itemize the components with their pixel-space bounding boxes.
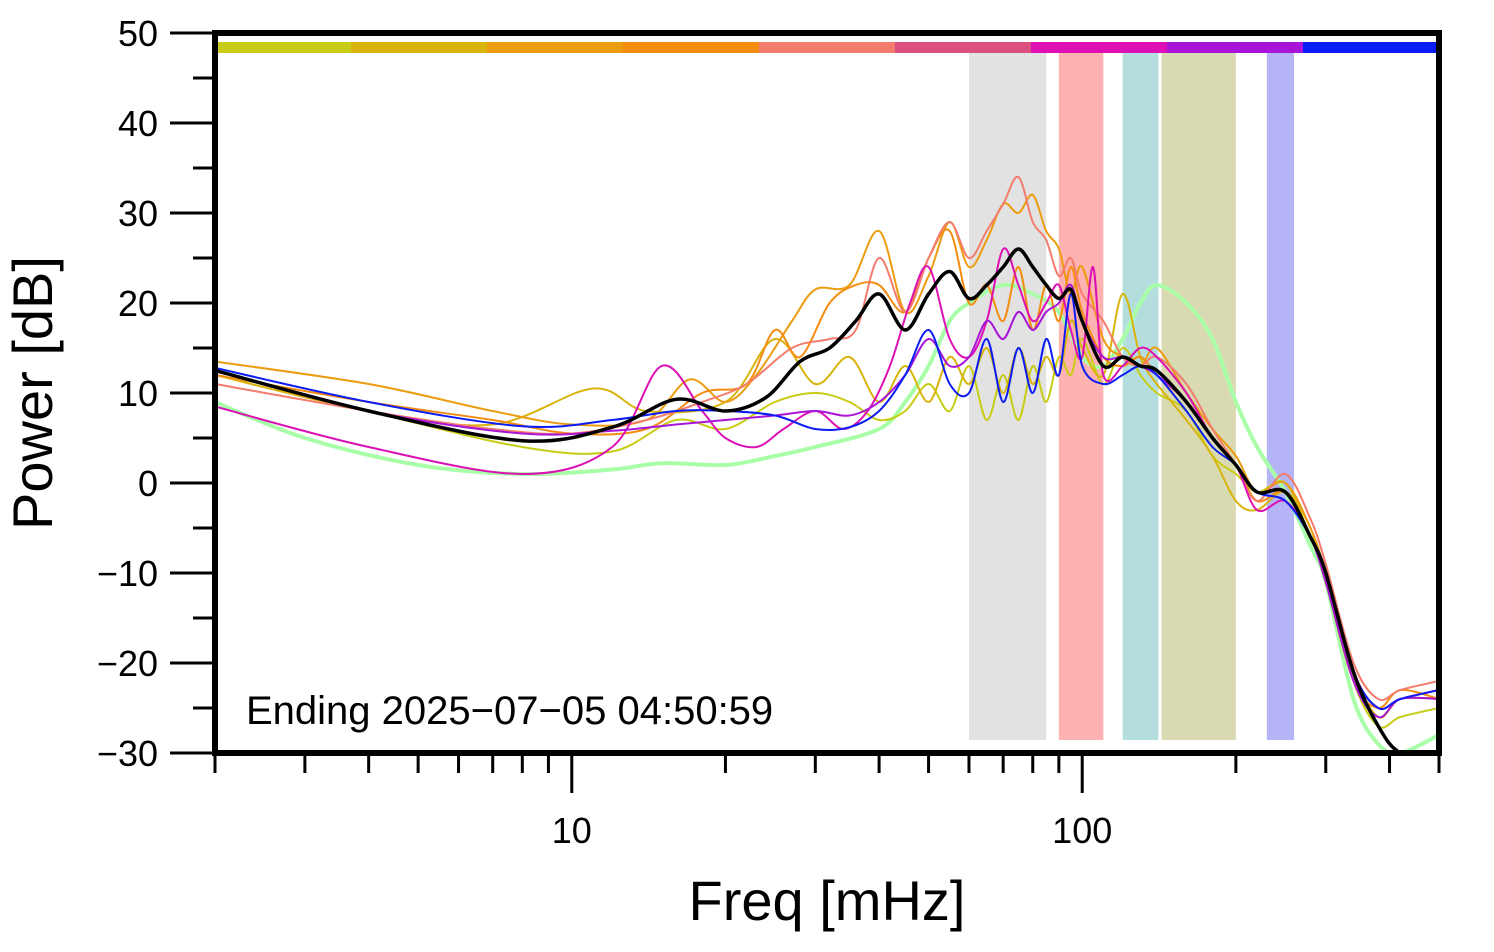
band-3 [1161,53,1236,740]
band-0 [968,53,1047,740]
color-bar-segment-0 [215,42,352,53]
color-bar-segment-5 [895,42,1032,53]
x-tick-label: 100 [1052,810,1112,851]
x-axis: 10 100 [213,753,1441,851]
band-1 [1058,53,1104,740]
y-tick-label: −20 [97,643,158,684]
y-tick-label: −30 [97,733,158,774]
series-lines [215,175,1439,753]
y-axis-title: Power [dB] [1,256,64,530]
color-bar-segment-6 [1031,42,1168,53]
color-bar-segment-7 [1167,42,1304,53]
color-bar-segment-1 [351,42,488,53]
band-4 [1266,53,1295,740]
y-tick-label: 10 [118,373,158,414]
series-line-6 [215,247,1439,711]
y-tick-label: 20 [118,283,158,324]
series-line-9 [215,247,1405,753]
x-tick-label: 10 [552,810,592,851]
y-tick-label: −10 [97,553,158,594]
series-line-0 [215,282,1439,753]
color-bar-segment-4 [759,42,896,53]
y-tick-label: 30 [118,193,158,234]
y-tick-label: 40 [118,103,158,144]
y-tick-label: 50 [118,13,158,54]
y-tick-label: 0 [138,463,158,504]
color-bar [215,42,1440,53]
series-line-4 [215,228,1439,709]
y-axis: 50 40 30 20 10 0 −10 −20 −30 [97,13,215,774]
band-2 [1122,53,1159,740]
end-time-annotation: Ending 2025−07−05 04:50:59 [246,689,773,733]
series-line-3 [215,193,1439,711]
series-line-5 [215,175,1439,702]
color-bar-segment-8 [1303,42,1440,53]
x-axis-title: Freq [mHz] [689,869,966,932]
color-bar-segment-3 [623,42,760,53]
color-bar-segment-2 [487,42,624,53]
